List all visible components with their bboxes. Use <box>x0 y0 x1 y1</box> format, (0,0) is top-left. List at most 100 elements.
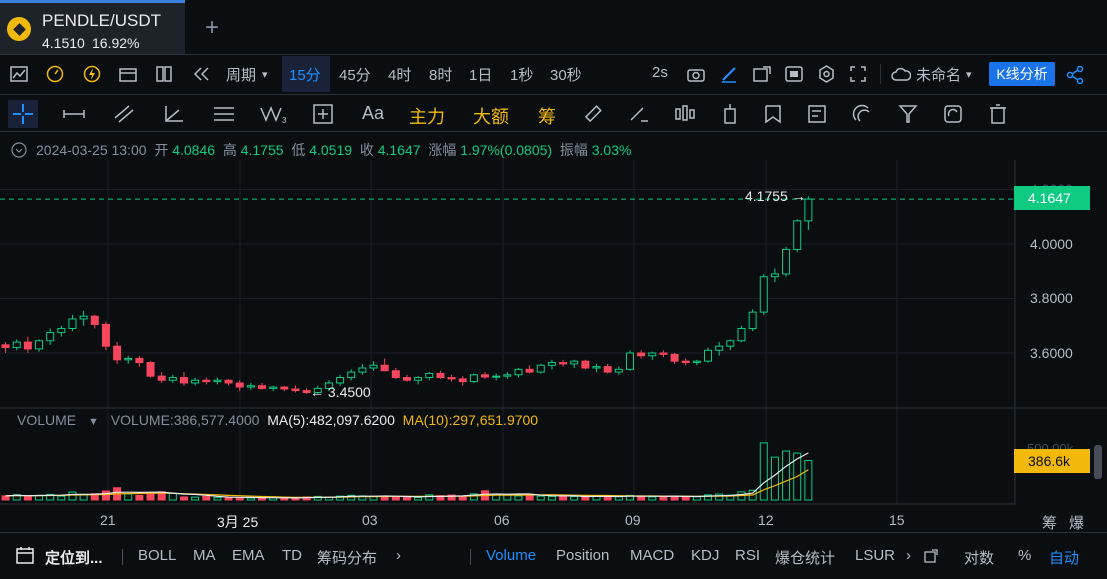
indicator-rsi[interactable]: RSI <box>735 547 761 564</box>
indicator-td[interactable]: TD <box>282 547 302 564</box>
filter-icon[interactable] <box>898 104 918 124</box>
indicator-boll[interactable]: BOLL <box>138 547 177 564</box>
big-orders-tool[interactable]: 大额 <box>473 107 509 127</box>
indicator-liquidation-stats[interactable]: 爆仓统计 <box>775 550 836 567</box>
note-icon[interactable] <box>807 104 827 124</box>
brush-icon[interactable] <box>627 104 649 124</box>
volume-bar <box>447 494 456 501</box>
candles-icon[interactable] <box>673 103 697 125</box>
measure-icon[interactable] <box>313 104 333 124</box>
indicator-macd[interactable]: MACD <box>630 547 675 564</box>
main-force-tool[interactable]: 主力 <box>409 107 445 127</box>
log-scale-toggle[interactable]: 对数 <box>964 550 995 567</box>
price-axis-label: 4.0000 <box>1030 236 1073 252</box>
indicator-ema[interactable]: EMA <box>232 547 265 564</box>
indicator-chip-distribution[interactable]: 筹码分布 <box>317 550 378 567</box>
bookmark-icon[interactable] <box>763 104 783 124</box>
screenshot-icon[interactable] <box>785 66 803 82</box>
fullscreen-icon[interactable] <box>850 66 866 82</box>
volume-bar <box>246 497 255 501</box>
volume-bar <box>1 495 10 501</box>
fib-lines-icon[interactable] <box>213 105 235 123</box>
volume-ma10: MA(10):297,651.9700 <box>402 412 539 428</box>
ohlc-datetime: 2024-03-25 13:00 <box>36 142 147 158</box>
rewind-icon[interactable] <box>192 66 210 82</box>
chips-tool[interactable]: 筹 <box>538 107 556 127</box>
volume-title[interactable]: VOLUME <box>17 412 77 428</box>
indicator-position[interactable]: Position <box>556 547 610 564</box>
horizontal-line-icon[interactable] <box>62 108 86 120</box>
timeframe-15m[interactable]: 15分 <box>289 67 321 84</box>
candle-body <box>782 248 791 275</box>
locate-to-button[interactable]: 定位到... <box>45 550 103 567</box>
trash-icon[interactable] <box>988 103 1008 125</box>
pencil-icon[interactable] <box>720 65 738 83</box>
new-tab-button[interactable]: + <box>205 14 220 41</box>
crosshair-icon[interactable] <box>13 104 33 124</box>
indicator-ma[interactable]: MA <box>193 547 216 564</box>
chevron-down-icon[interactable]: ▼ <box>88 416 99 428</box>
layout-name-dropdown[interactable]: 未命名 <box>916 67 962 84</box>
chart-type-icon[interactable] <box>10 66 28 82</box>
timeframe-1s[interactable]: 1秒 <box>510 67 534 84</box>
x-axis-label: 09 <box>625 512 641 528</box>
price-chart[interactable] <box>0 160 1107 532</box>
wave-tool-icon[interactable]: 3 <box>260 104 288 124</box>
chevron-right-icon[interactable]: › <box>906 547 911 564</box>
auto-scale-toggle[interactable]: 自动 <box>1049 550 1080 567</box>
candle-body <box>715 345 724 351</box>
candle-body <box>481 374 490 378</box>
timeframe-1d[interactable]: 1日 <box>469 67 493 84</box>
volume-bar <box>280 497 289 501</box>
calendar-icon[interactable] <box>119 66 137 82</box>
ohlc-low-label: 低 <box>291 142 306 158</box>
indicator-kdj[interactable]: KDJ <box>691 547 720 564</box>
candle-body <box>202 379 211 383</box>
collapse-legend-icon[interactable] <box>11 142 27 158</box>
text-tool[interactable]: Aa <box>362 103 385 123</box>
scrollbar[interactable] <box>1094 445 1102 479</box>
angle-tool-icon[interactable] <box>163 104 185 124</box>
gear-icon[interactable] <box>818 65 835 83</box>
candle-body <box>637 352 646 357</box>
percent-toggle[interactable]: % <box>1018 547 1032 564</box>
expand-icon[interactable] <box>924 549 938 563</box>
lightning-icon[interactable] <box>83 65 101 83</box>
parallel-channel-icon[interactable] <box>113 104 135 124</box>
kline-analysis-button[interactable]: K线分析 <box>989 62 1055 86</box>
sync-icon[interactable] <box>942 103 964 125</box>
volume-bar <box>469 493 478 501</box>
timeframe-4h[interactable]: 4时 <box>388 67 412 84</box>
calendar-locate-icon[interactable] <box>16 546 34 564</box>
speedometer-icon[interactable] <box>46 65 64 83</box>
candle-body <box>258 385 267 389</box>
layout-columns-icon[interactable] <box>156 66 172 82</box>
indicator-volume[interactable]: Volume <box>486 547 537 564</box>
ohlc-amplitude: 3.03% <box>591 142 632 158</box>
indicator-icon[interactable] <box>720 103 740 125</box>
liquidation-toggle[interactable]: 爆 <box>1069 515 1085 532</box>
tab-change: 16.92% <box>92 35 140 51</box>
camera-icon[interactable] <box>687 66 705 82</box>
indicator-lsur[interactable]: LSUR <box>855 547 896 564</box>
candle-body <box>57 327 66 334</box>
volume-bar <box>168 492 177 501</box>
cloud-icon[interactable] <box>891 67 911 81</box>
share-icon[interactable] <box>1066 66 1084 84</box>
timeframe-30s[interactable]: 30秒 <box>550 67 582 84</box>
timeframe-45m[interactable]: 45分 <box>339 67 371 84</box>
period-dropdown[interactable]: 周期 <box>226 67 257 84</box>
volume-bar <box>715 493 724 501</box>
magnet-icon[interactable] <box>852 104 874 124</box>
candle-body <box>625 352 634 370</box>
popout-icon[interactable] <box>753 66 771 82</box>
candle-body <box>425 372 434 379</box>
chevron-right-icon[interactable]: › <box>396 547 401 564</box>
timeframe-8h[interactable]: 8时 <box>429 67 453 84</box>
candle-body <box>179 377 188 384</box>
refresh-interval[interactable]: 2s <box>652 64 668 81</box>
ruler-icon[interactable] <box>583 104 603 124</box>
candle-body <box>146 362 155 377</box>
volume-bar <box>57 495 66 501</box>
chips-toggle[interactable]: 筹 <box>1042 515 1058 532</box>
